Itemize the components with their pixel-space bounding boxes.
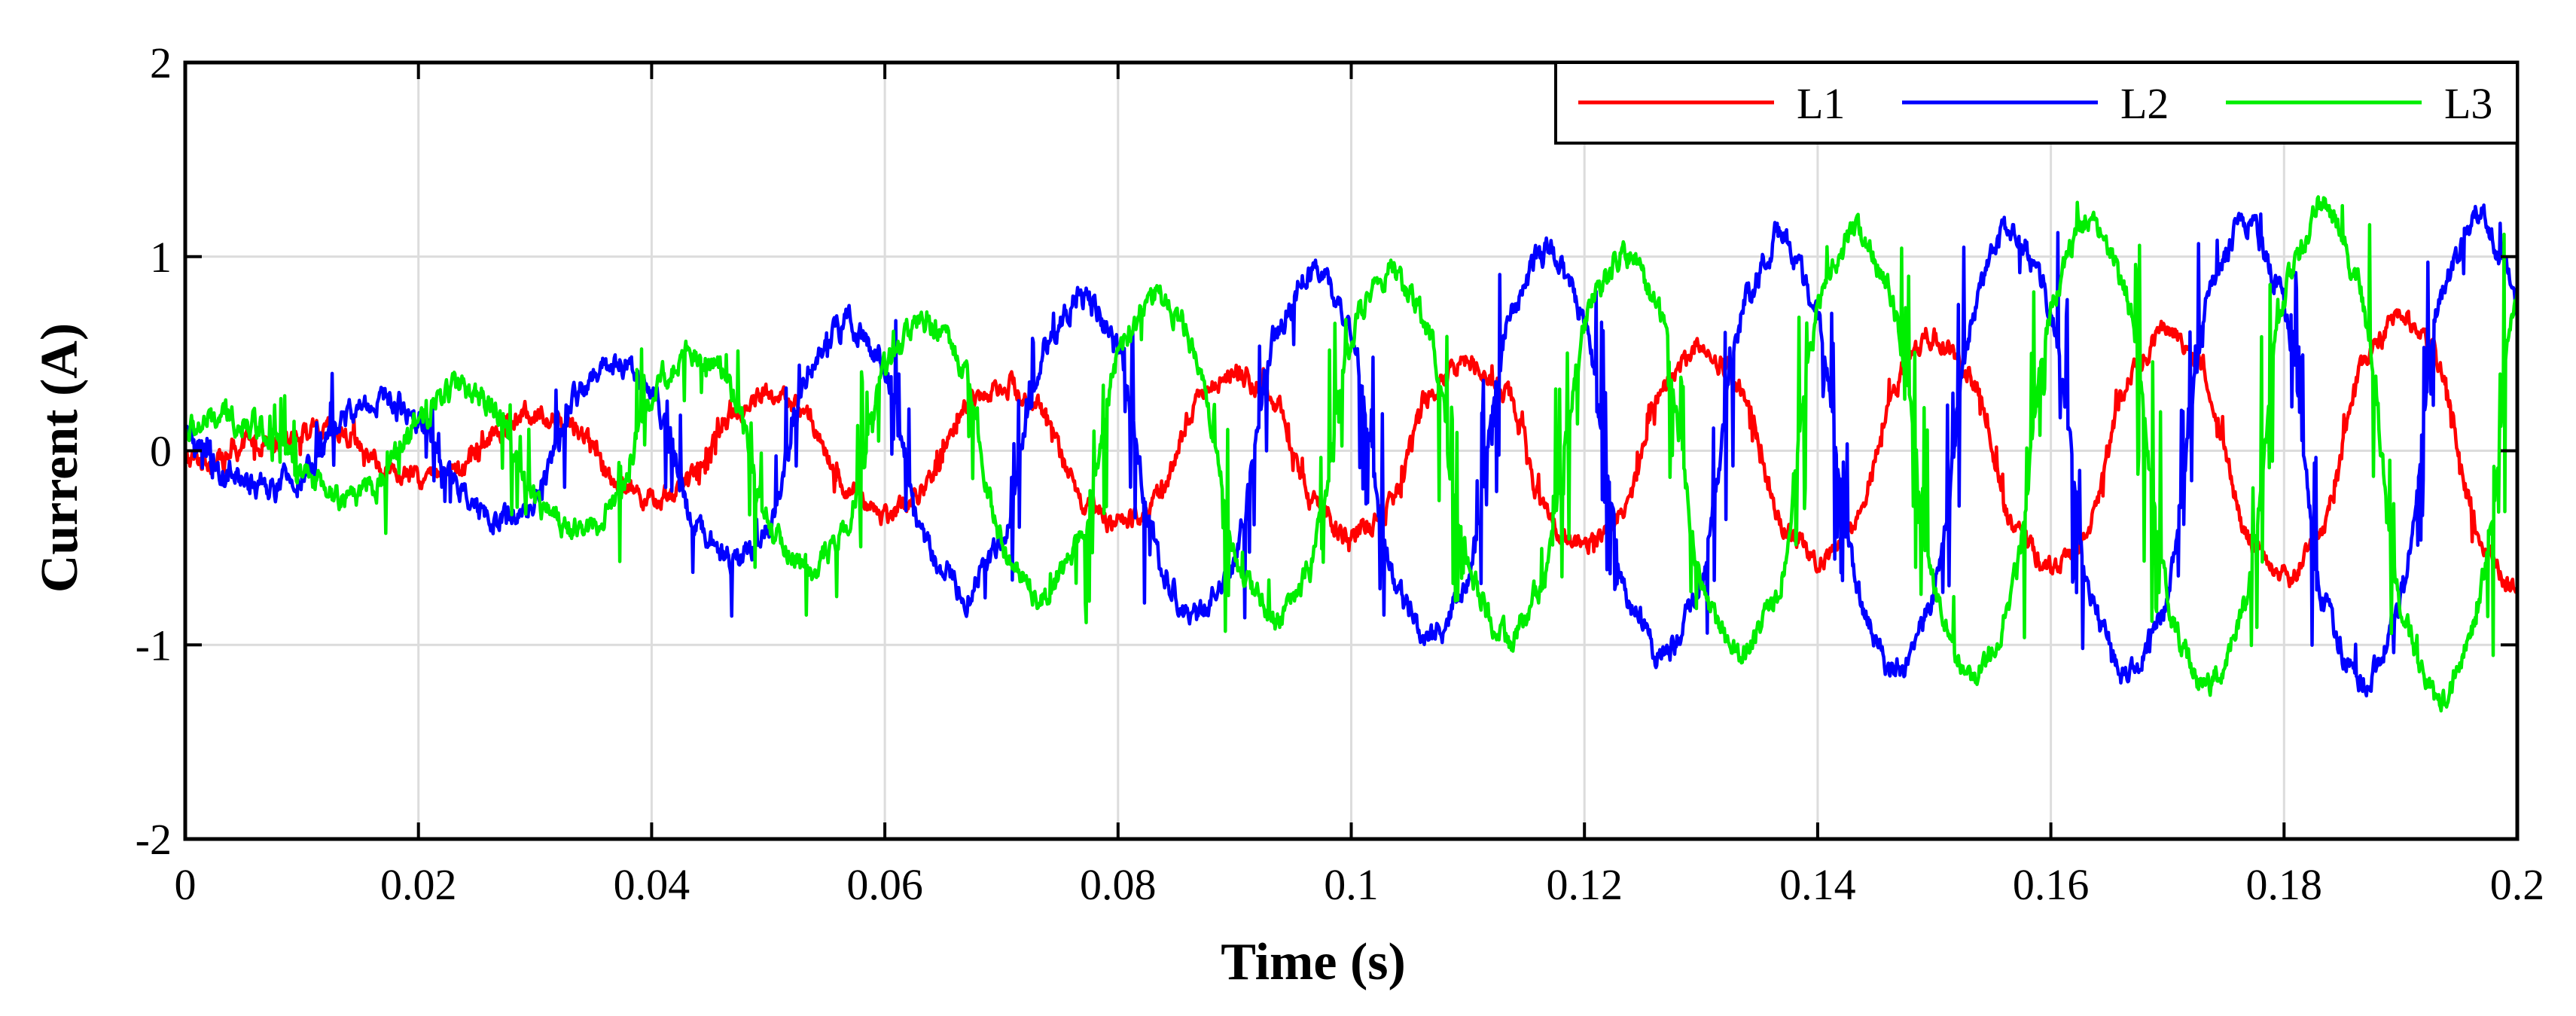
x-tick-label: 0.12 — [1546, 860, 1623, 909]
y-tick-label: -2 — [136, 815, 172, 864]
x-tick-label: 0 — [175, 860, 197, 909]
x-tick-label: 0.16 — [2013, 860, 2090, 909]
x-tick-label: 0.06 — [846, 860, 923, 909]
x-tick-label: 0.2 — [2490, 860, 2545, 909]
y-tick-label: -1 — [136, 621, 172, 670]
legend-label-l3: L3 — [2444, 79, 2492, 128]
series-line-l1 — [183, 308, 2520, 595]
y-tick-label: 1 — [150, 233, 172, 282]
x-tick-label: 0.04 — [614, 860, 690, 909]
x-tick-label: 0.18 — [2246, 860, 2323, 909]
x-tick-label: 0.14 — [1779, 860, 1856, 909]
series-line-l3 — [183, 195, 2520, 713]
legend-label-l1: L1 — [1797, 79, 1845, 128]
x-tick-label: 0.08 — [1080, 860, 1157, 909]
x-tick-label: 0.02 — [380, 860, 457, 909]
x-axis-title: Time (s) — [1221, 933, 1406, 991]
legend: L1 L2 L3 — [1554, 61, 2519, 145]
y-axis-title: Current (A) — [31, 323, 89, 593]
y-tick-label: 2 — [150, 38, 172, 87]
tick-labels: 0 0.02 0.04 0.06 0.08 0.1 0.12 0.14 0.16 0.18 0.2 -… — [136, 38, 2545, 909]
y-tick-label: 0 — [150, 427, 172, 476]
x-tick-label: 0.1 — [1324, 860, 1379, 909]
series-layer — [183, 195, 2520, 713]
series-line-l2 — [183, 203, 2520, 698]
legend-label-l2: L2 — [2120, 79, 2169, 128]
